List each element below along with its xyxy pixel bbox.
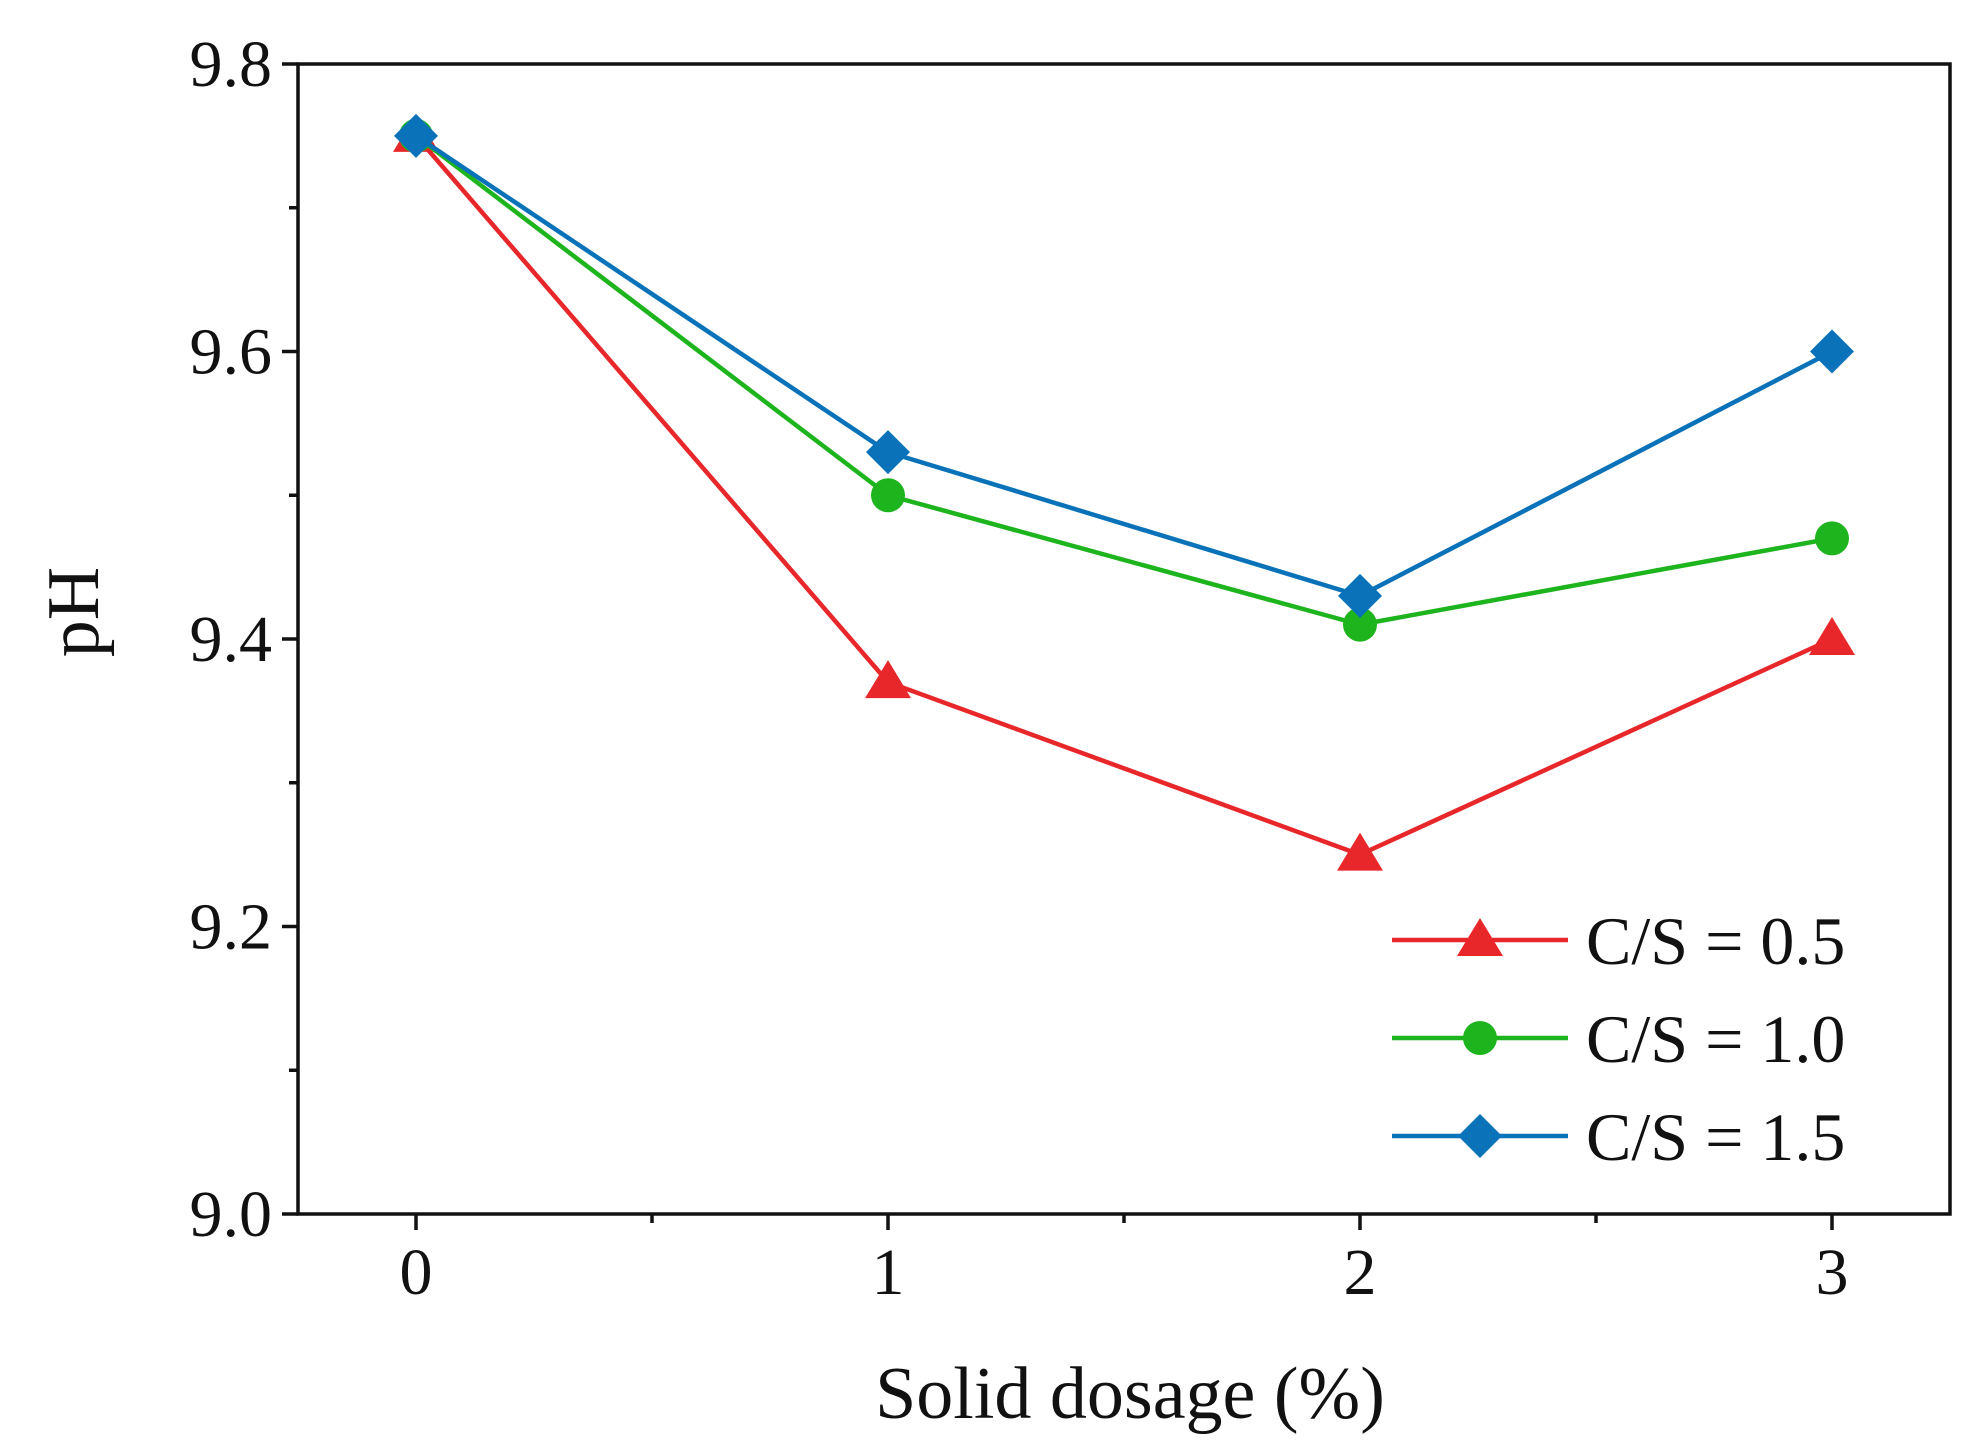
y-tick-label: 9.4 xyxy=(190,603,273,676)
data-point xyxy=(1338,573,1382,618)
x-tick-label: 0 xyxy=(400,1236,433,1309)
data-point xyxy=(871,478,905,513)
legend-marker xyxy=(1463,1021,1497,1055)
data-point xyxy=(866,430,910,475)
y-axis-label: pH xyxy=(33,567,115,657)
x-axis-label: Solid dosage (%) xyxy=(875,1353,1385,1435)
data-point xyxy=(1815,521,1849,556)
data-point xyxy=(394,113,438,158)
x-tick-label: 2 xyxy=(1344,1236,1377,1309)
series-3 xyxy=(394,113,1854,618)
legend-entry: C/S = 0.5 xyxy=(1392,903,1845,979)
legend-marker xyxy=(1457,918,1503,956)
data-point xyxy=(1810,329,1854,374)
legend-entry: C/S = 1.5 xyxy=(1392,1099,1845,1175)
legend-label: C/S = 1.0 xyxy=(1586,1001,1845,1077)
data-point xyxy=(1337,832,1383,871)
series-line xyxy=(414,134,1833,627)
legend: C/S = 0.5 C/S = 1.0 C/S = 1.5 xyxy=(1392,903,1845,1175)
y-tick-label: 9.2 xyxy=(190,891,273,964)
legend-marker xyxy=(1458,1114,1502,1158)
legend-entry: C/S = 1.0 xyxy=(1392,1001,1845,1077)
y-tick-label: 9.0 xyxy=(190,1178,273,1251)
series-1 xyxy=(393,113,1855,871)
series-layer xyxy=(393,113,1855,871)
series-line xyxy=(414,134,1834,599)
data-point xyxy=(865,660,911,699)
series-line xyxy=(414,134,1833,857)
y-tick-label: 9.6 xyxy=(190,316,273,389)
x-tick-label: 3 xyxy=(1816,1236,1849,1309)
y-tick-label: 9.8 xyxy=(190,28,273,101)
data-point xyxy=(1343,607,1377,642)
data-point xyxy=(1809,617,1855,655)
series-2 xyxy=(399,118,1849,642)
axes: 0 1 2 3 9.0 9.2 9.4 9.6 9.8 xyxy=(190,28,1952,1309)
x-tick-label: 1 xyxy=(872,1236,905,1309)
legend-label: C/S = 1.5 xyxy=(1586,1099,1845,1175)
legend-label: C/S = 0.5 xyxy=(1586,903,1845,979)
